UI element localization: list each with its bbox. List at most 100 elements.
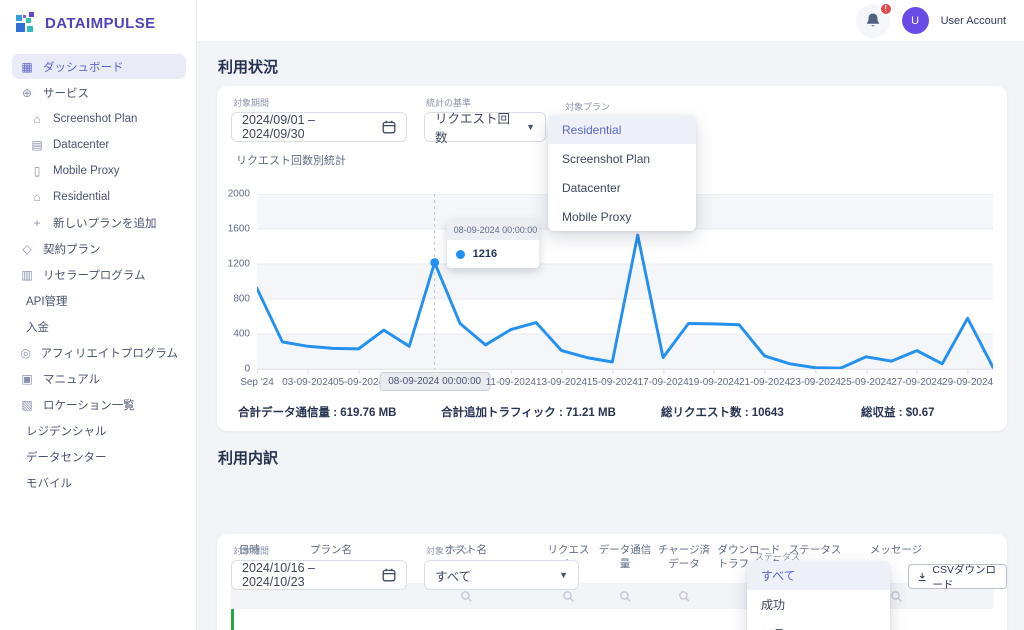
dashboard-icon: ▦ (21, 59, 33, 74)
plan-option-residential[interactable]: Residential (548, 115, 696, 144)
x-axis: Sep '24 03-09-2024 05-09-2024 08-09-2024 00… (240, 369, 993, 393)
col-message[interactable]: メッセージ (869, 544, 923, 556)
phone-icon: ▯ (33, 163, 41, 178)
usage-plan-dropdown: Residential Screenshot Plan Datacenter M… (548, 115, 696, 231)
sidebar-item-dashboard[interactable]: ▦ ダッシュボード (12, 54, 186, 79)
stat-total-revenue: 総収益 : $0.67 (861, 407, 935, 419)
col-data-usage[interactable]: データ通信量 (598, 544, 652, 571)
y-axis: 0 400 800 1200 1600 2000 (227, 189, 257, 375)
user-account-label[interactable]: User Account (940, 14, 1006, 27)
breakdown-period-value: 2024/10/16 – 2024/10/23 (242, 561, 315, 589)
col-plan-name[interactable]: プラン名 (310, 544, 352, 556)
brand-name: DATAIMPULSE (45, 14, 156, 32)
brand-logo[interactable]: DATAIMPULSE (12, 12, 186, 34)
sidebar-item-label: レジデンシャル (26, 425, 107, 438)
tooltip-date: 08-09-2024 00:00:00 (446, 220, 539, 240)
plan-option-mobile-proxy[interactable]: Mobile Proxy (562, 209, 632, 224)
sidebar-item-label: 契約プラン (43, 243, 101, 256)
breakdown-period-input[interactable]: 2024/10/16 – 2024/10/23 (231, 560, 407, 590)
sidebar-item-label: ダッシュボード (43, 61, 124, 74)
breakdown-plan-select[interactable]: すべて ▼ (424, 560, 579, 590)
book-icon: ▣ (21, 371, 33, 386)
x-tick-label: 21-09-2024 (739, 370, 791, 388)
sidebar-item-datacenter-location[interactable]: データセンター (12, 444, 186, 469)
sidebar-item-add-plan[interactable]: + 新しいプランを追加 (12, 210, 186, 235)
breakdown-section-title: 利用内訳 (218, 450, 279, 467)
y-tick-label: 0 (244, 363, 250, 375)
download-icon (918, 572, 926, 581)
sidebar-item-locations[interactable]: ▧ ロケーション一覧 (12, 392, 186, 417)
sidebar-item-services[interactable]: ⊕ サービス (12, 80, 186, 105)
sidebar-item-label: データセンター (26, 451, 107, 464)
sidebar-item-label: 入金 (26, 321, 49, 334)
sidebar-item-contract-plan[interactable]: ◇ 契約プラン (12, 236, 186, 261)
chart-title: リクエスト回数別統計 (236, 155, 346, 167)
usage-period-input[interactable]: 2024/09/01 – 2024/09/30 (231, 112, 407, 142)
col-charged-data[interactable]: チャージ済データ (657, 544, 711, 571)
status-option-error[interactable]: エラー (747, 619, 890, 630)
sidebar-item-deposit[interactable]: 入金 (12, 314, 186, 339)
usage-chart-svg (257, 194, 993, 369)
sidebar-item-label: モバイル (26, 477, 72, 490)
sidebar-item-label: アフィリエイトプログラム (40, 347, 178, 360)
sidebar-item-mobile-proxy[interactable]: ▯ Mobile Proxy (12, 158, 186, 183)
csv-download-button[interactable]: CSVダウンロード (908, 564, 1007, 591)
notifications-button[interactable]: ! (855, 1, 893, 38)
usage-chart-plot[interactable]: 08-09-2024 00:00:00 1216 (257, 194, 993, 369)
search-icon[interactable] (678, 590, 691, 603)
calendar-icon[interactable] (382, 120, 396, 134)
sidebar-item-label: 新しいプランを追加 (53, 217, 157, 230)
eye-icon: ◎ (20, 345, 32, 360)
plan-option-screenshot-plan[interactable]: Screenshot Plan (562, 151, 651, 166)
search-icon[interactable] (619, 590, 632, 603)
status-dropdown: すべて 成功 エラー (747, 561, 890, 630)
col-host-name[interactable]: ホスト名 (445, 544, 487, 556)
chevron-down-icon: ▼ (559, 570, 568, 580)
breakdown-plan-label: 対象プラン (426, 546, 472, 556)
status-option-success[interactable]: 成功 (761, 598, 786, 612)
table-header-row: 日時 プラン名 ホスト名 リクエスト データ通信量 チャージ済データ ダウンロー… (231, 534, 993, 583)
calendar-icon[interactable] (382, 568, 396, 582)
y-tick-label: 1600 (227, 223, 250, 235)
sidebar-item-affiliate-program[interactable]: ◎ アフィリエイトプログラム (12, 340, 186, 365)
sidebar-item-residential[interactable]: ⌂ Residential (12, 184, 186, 209)
globe-icon: ⊕ (21, 85, 33, 100)
sidebar-item-datacenter[interactable]: ▤ Datacenter (12, 132, 186, 157)
status-option-all[interactable]: すべて (747, 561, 890, 590)
sidebar-item-residential-location[interactable]: レジデンシャル (12, 418, 186, 443)
y-tick-label: 1200 (227, 258, 250, 270)
breakdown-period-field-group: 対象期間 2024/10/16 – 2024/10/23 (231, 544, 407, 590)
usage-plan-label: 対象プラン (565, 102, 611, 112)
sidebar-item-label: Screenshot Plan (53, 112, 138, 125)
usage-basis-select[interactable]: リクエスト回数 ▼ (424, 112, 546, 145)
stat-total-data: 合計データ通信量 : 619.76 MB (238, 407, 397, 419)
search-icon[interactable] (460, 590, 473, 603)
sidebar: DATAIMPULSE ▦ ダッシュボード ⊕ サービス ⌂ Screensho… (0, 0, 197, 630)
y-tick-label: 800 (233, 293, 250, 305)
x-tick-label: 27-09-2024 (891, 370, 943, 388)
search-icon[interactable] (562, 590, 575, 603)
usage-basis-value: リクエスト回数 (435, 112, 511, 145)
notification-badge: ! (878, 1, 893, 16)
sidebar-item-mobile-location[interactable]: モバイル (12, 470, 186, 495)
sidebar-item-api-management[interactable]: API管理 (12, 288, 186, 313)
sidebar-item-label: Mobile Proxy (53, 164, 120, 177)
col-status[interactable]: ステータス (788, 544, 842, 556)
breakdown-period-label: 対象期間 (233, 546, 270, 556)
search-icon[interactable] (890, 590, 903, 603)
sidebar-item-manual[interactable]: ▣ マニュアル (12, 366, 186, 391)
sidebar-item-screenshot-plan[interactable]: ⌂ Screenshot Plan (12, 106, 186, 131)
map-icon: ▧ (21, 397, 33, 412)
plan-option-datacenter[interactable]: Datacenter (562, 180, 621, 195)
usage-basis-field-group: 統計の基準 リクエスト回数 ▼ (424, 96, 546, 145)
sidebar-item-reseller-program[interactable]: ▥ リセラープログラム (12, 262, 186, 287)
usage-card: 対象期間 2024/09/01 – 2024/09/30 統計の基準 (217, 86, 1007, 431)
sidebar-nav: ▦ ダッシュボード ⊕ サービス ⌂ Screenshot Plan ▤ Dat… (12, 54, 186, 495)
usage-section-title: 利用状況 (218, 59, 279, 76)
col-datetime[interactable]: 日時 (239, 544, 260, 556)
avatar[interactable]: U (901, 7, 929, 34)
home-icon: ⌂ (33, 189, 41, 204)
sidebar-item-label: サービス (43, 87, 89, 100)
x-tick-label: 05-09-2024 (332, 370, 385, 388)
bell-icon (866, 13, 879, 27)
